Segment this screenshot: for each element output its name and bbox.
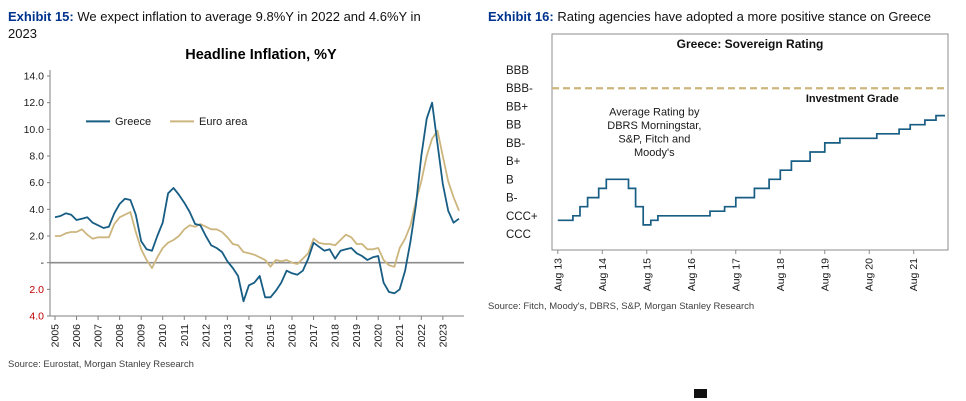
svg-text:2011: 2011 [179, 324, 191, 347]
svg-text:Moody's: Moody's [634, 147, 675, 159]
exhibit-15-title-text: We expect inflation to average 9.8%Y in … [8, 9, 421, 42]
svg-text:CCC: CCC [506, 229, 531, 241]
svg-text:Average Rating by: Average Rating by [609, 107, 700, 119]
svg-text:2008: 2008 [114, 324, 126, 348]
svg-text:2006: 2006 [71, 324, 83, 348]
svg-text:4.0: 4.0 [29, 204, 44, 216]
svg-text:Aug 20: Aug 20 [864, 258, 876, 291]
svg-text:2005: 2005 [50, 324, 62, 348]
rating-chart-title: Greece: Sovereign Rating [677, 37, 824, 51]
svg-text:2007: 2007 [93, 324, 105, 348]
exhibit-16-panel: Exhibit 16: Rating agencies have adopted… [488, 8, 964, 401]
inflation-axes [49, 70, 464, 317]
svg-text:Aug 16: Aug 16 [686, 258, 698, 291]
legend-label-greece: Greece [115, 116, 151, 128]
exhibit-15-label: Exhibit 15: [8, 9, 74, 24]
greece-series-line [54, 102, 460, 303]
svg-text:Aug 19: Aug 19 [819, 258, 831, 291]
sovereign-rating-step-chart: Greece: Sovereign RatingBBBBBB-BB+BBBB-B… [506, 33, 949, 291]
inflation-chart-title: Headline Inflation, %Y [185, 47, 337, 64]
inflation-legend: Greece Euro area [86, 116, 248, 128]
svg-text:10.0: 10.0 [24, 124, 45, 136]
svg-text:4.0: 4.0 [29, 311, 44, 323]
svg-text:8.0: 8.0 [29, 151, 44, 163]
svg-text:2012: 2012 [200, 324, 212, 348]
svg-text:2015: 2015 [265, 324, 277, 348]
svg-text:Aug 13: Aug 13 [552, 258, 564, 291]
svg-text:BBB: BBB [506, 65, 529, 77]
svg-text:-: - [41, 257, 45, 269]
exhibit-16-header: Exhibit 16: Rating agencies have adopted… [488, 8, 932, 25]
inflation-x-axis-labels: 2005 2006 2007 2008 2009 2010 2011 2012 2013 2014… [50, 316, 449, 348]
rating-x-axis-labels: Aug 13 Aug 14 Aug 15 Aug 16 Aug 17 Aug 18 Aug … [552, 250, 920, 291]
svg-text:Aug 14: Aug 14 [597, 258, 609, 291]
exhibit-15-panel: Exhibit 15: We expect inflation to avera… [8, 8, 482, 401]
svg-text:B: B [506, 174, 514, 186]
svg-text:2017: 2017 [308, 324, 320, 348]
svg-text:2.0: 2.0 [29, 284, 44, 296]
exhibit-16-source: Source: Fitch, Moody's, DBRS, S&P, Morga… [488, 301, 755, 313]
svg-text:2014: 2014 [243, 324, 255, 348]
svg-text:14.0: 14.0 [24, 71, 45, 83]
svg-text:2013: 2013 [222, 324, 234, 348]
svg-text:Aug 17: Aug 17 [730, 258, 742, 291]
exhibit-15-header: Exhibit 15: We expect inflation to avera… [8, 8, 452, 42]
svg-text:6.0: 6.0 [29, 177, 44, 189]
svg-text:12.0: 12.0 [24, 97, 45, 109]
svg-text:Aug 21: Aug 21 [908, 258, 920, 291]
svg-text:2021: 2021 [394, 324, 406, 348]
page-footer-marker [694, 389, 707, 398]
svg-text:S&P, Fitch and: S&P, Fitch and [618, 134, 690, 146]
svg-text:2.0: 2.0 [29, 231, 44, 243]
svg-text:BB+: BB+ [506, 102, 528, 114]
svg-text:2019: 2019 [351, 324, 363, 348]
svg-text:2018: 2018 [330, 324, 342, 348]
exhibit-16-title-text: Rating agencies have adopted a more posi… [557, 9, 931, 24]
svg-text:Aug 15: Aug 15 [641, 258, 653, 291]
exhibit-16-label: Exhibit 16: [488, 9, 554, 24]
svg-text:2023: 2023 [437, 324, 449, 348]
svg-text:BB-: BB- [506, 138, 525, 150]
legend-label-euro-area: Euro area [199, 116, 248, 128]
average-rating-step-line [557, 114, 945, 226]
svg-text:Aug 18: Aug 18 [775, 258, 787, 291]
rating-plot-border [551, 33, 949, 251]
svg-text:DBRS Morningstar,: DBRS Morningstar, [607, 120, 701, 132]
investment-grade-label: Investment Grade [806, 93, 899, 105]
euro-area-series-line [55, 130, 460, 270]
svg-text:2022: 2022 [416, 324, 428, 348]
svg-text:2016: 2016 [287, 324, 299, 348]
svg-text:BB: BB [506, 120, 522, 132]
svg-text:B+: B+ [506, 156, 521, 168]
svg-text:2020: 2020 [373, 324, 385, 348]
svg-text:B-: B- [506, 193, 518, 205]
svg-text:2010: 2010 [157, 324, 169, 348]
svg-text:CCC+: CCC+ [506, 211, 538, 223]
inflation-y-axis-labels: 14.0 12.0 10.0 8.0 6.0 4.0 2.0 - 2.0 4.0 [24, 71, 50, 323]
svg-text:BBB-: BBB- [506, 83, 533, 95]
svg-text:2009: 2009 [136, 324, 148, 348]
exhibit-15-source: Source: Eurostat, Morgan Stanley Researc… [8, 359, 194, 371]
